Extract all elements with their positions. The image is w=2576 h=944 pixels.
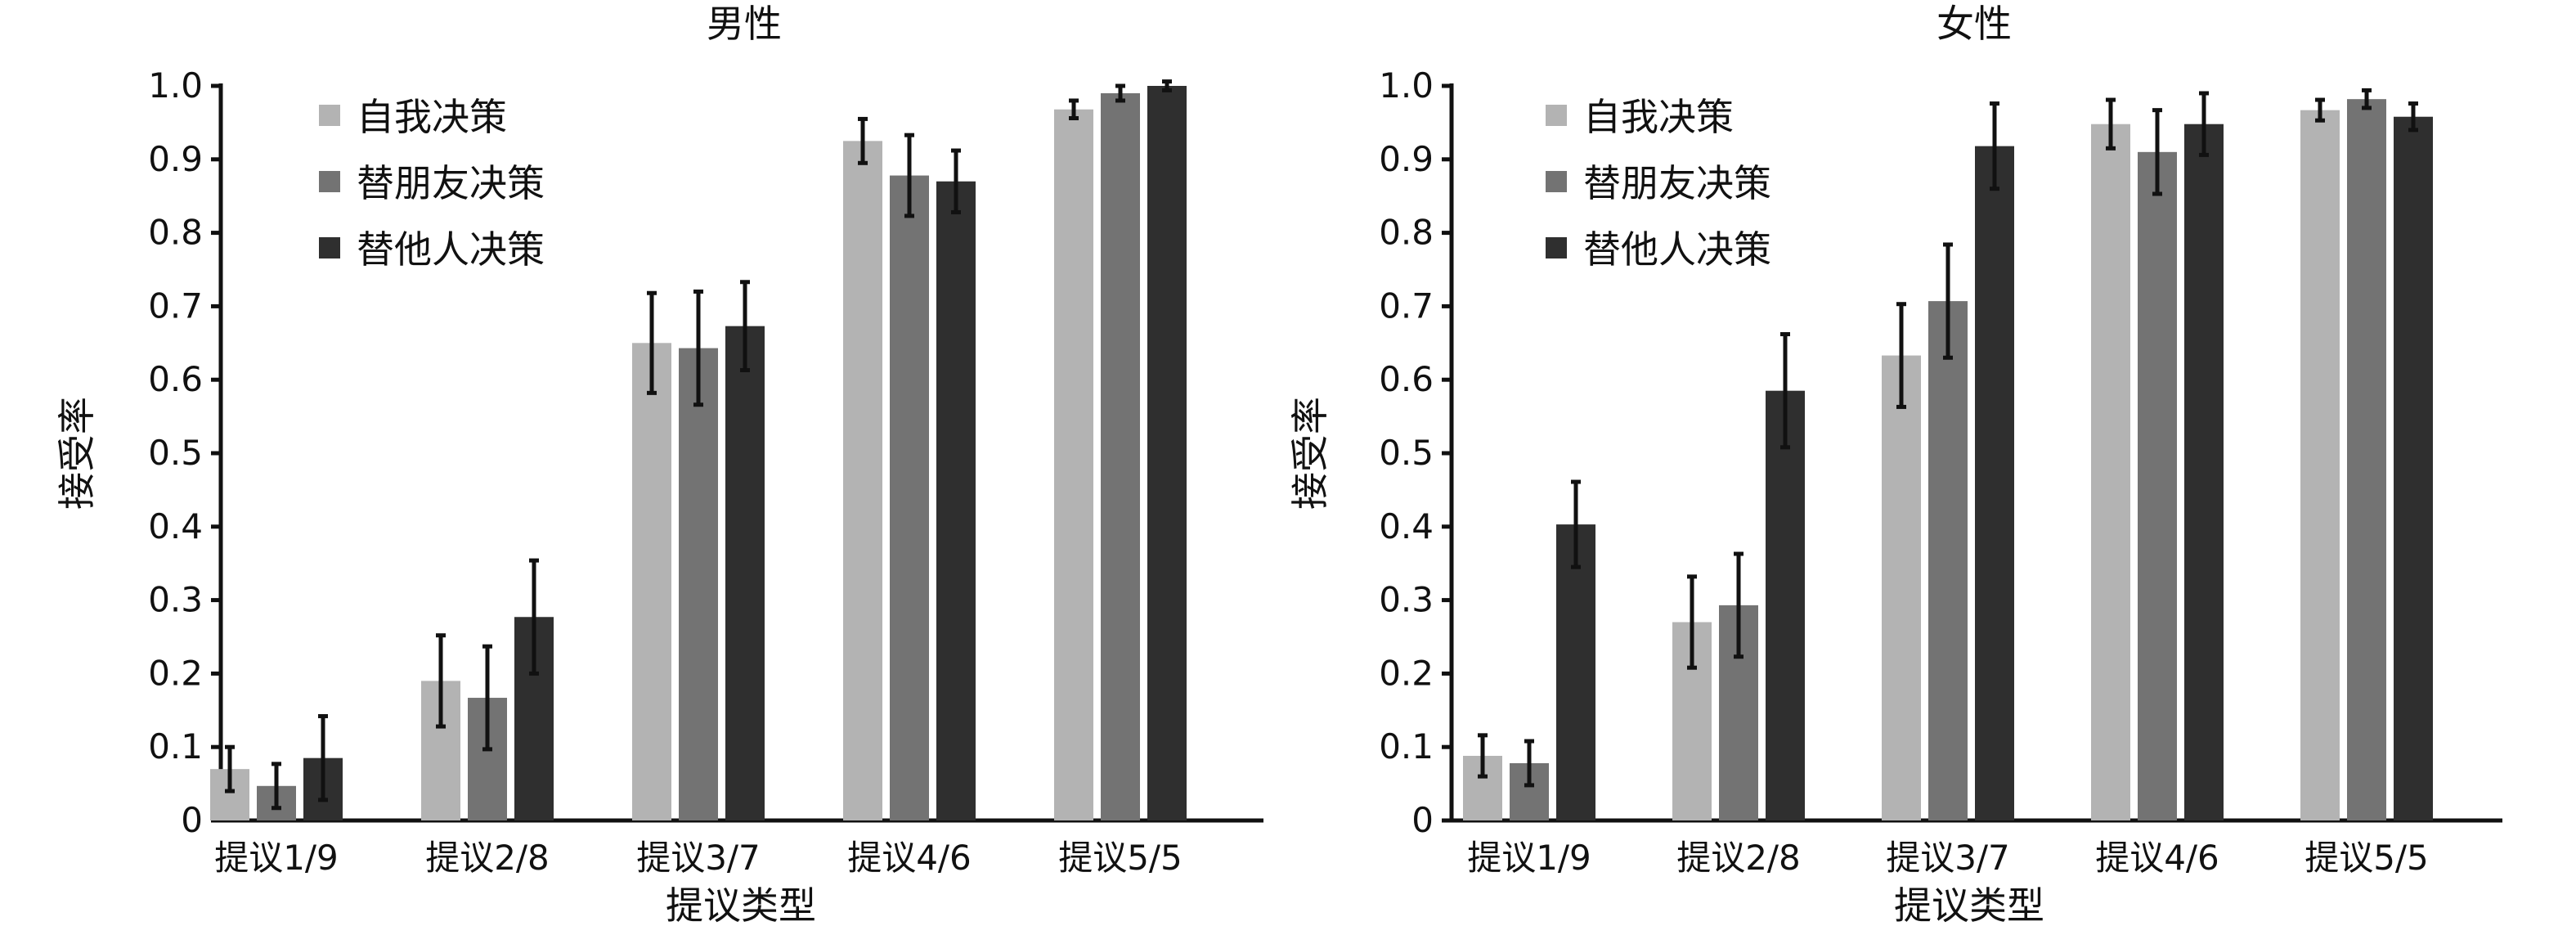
- y-tick-label: 0.3: [1379, 580, 1434, 620]
- bar-friend: [890, 175, 929, 820]
- legend-label: 替朋友决策: [1583, 161, 1771, 205]
- x-tick-label: 提议3/7: [1886, 838, 2010, 878]
- bar-self: [1882, 355, 1921, 820]
- legend-swatch-self: [1546, 105, 1567, 126]
- bar-self: [2091, 124, 2130, 821]
- y-tick-label: 0.2: [1379, 653, 1434, 693]
- x-tick-label: 提议2/8: [425, 838, 550, 878]
- y-axis-label: 接受率: [1288, 397, 1332, 510]
- y-tick-label: 0.5: [1379, 433, 1434, 473]
- x-tick-label: 提议1/9: [1467, 838, 1591, 878]
- legend-label: 替朋友决策: [357, 161, 545, 205]
- bar-friend: [2347, 99, 2386, 820]
- bar-self: [632, 343, 671, 820]
- x-tick-label: 提议1/9: [214, 838, 339, 878]
- x-tick-label: 提议2/8: [1676, 838, 1801, 878]
- x-axis-label: 提议类型: [1894, 883, 2044, 928]
- bar-other: [936, 181, 976, 821]
- y-tick-label: 0.9: [148, 139, 203, 179]
- x-tick-label: 提议5/5: [1058, 838, 1183, 878]
- y-tick-label: 0.8: [148, 213, 203, 253]
- legend-swatch-other: [319, 237, 340, 258]
- bar-other: [1766, 390, 1805, 820]
- legend-label: 替他人决策: [357, 227, 545, 272]
- y-tick-label: 0.9: [1379, 139, 1434, 179]
- y-tick-label: 0.6: [1379, 359, 1434, 399]
- bar-friend: [1101, 92, 1140, 821]
- legend-swatch-friend: [319, 171, 340, 192]
- chart-title: 男性: [707, 2, 782, 46]
- x-tick-label: 提议3/7: [636, 838, 761, 878]
- bar-friend: [2138, 151, 2177, 820]
- legend-label: 替他人决策: [1583, 227, 1771, 272]
- y-tick-label: 0.1: [148, 726, 203, 766]
- y-axis-label: 接受率: [55, 397, 99, 510]
- bar-friend: [679, 348, 718, 820]
- y-tick-label: 0.4: [1379, 506, 1434, 546]
- y-tick-label: 0.3: [148, 580, 203, 620]
- x-tick-label: 提议4/6: [2095, 838, 2219, 878]
- bar-other: [2394, 116, 2433, 820]
- bar-other: [1147, 86, 1187, 820]
- y-tick-label: 0.7: [148, 285, 203, 326]
- legend-label: 自我决策: [357, 95, 507, 139]
- y-tick-label: 1.0: [1379, 65, 1434, 106]
- y-tick-label: 0.4: [148, 506, 203, 546]
- bar-other: [725, 326, 765, 820]
- legend-swatch-friend: [1546, 171, 1567, 192]
- chart-title: 女性: [1936, 2, 2012, 46]
- y-tick-label: 0.2: [148, 653, 203, 693]
- legend-label: 自我决策: [1583, 95, 1734, 139]
- y-tick-label: 0.8: [1379, 213, 1434, 253]
- bar-friend: [1928, 301, 1968, 820]
- y-tick-label: 0.1: [1379, 726, 1434, 766]
- y-tick-label: 0: [181, 800, 203, 840]
- legend-swatch-self: [319, 105, 340, 126]
- y-tick-label: 0.5: [148, 433, 203, 473]
- bar-other: [1556, 524, 1595, 820]
- x-tick-label: 提议5/5: [2304, 838, 2429, 878]
- y-tick-label: 1.0: [148, 65, 203, 106]
- x-tick-label: 提议4/6: [847, 838, 972, 878]
- y-tick-label: 0.7: [1379, 285, 1434, 326]
- bar-other: [1975, 146, 2014, 821]
- y-tick-label: 0: [1411, 800, 1434, 840]
- bar-self: [1054, 109, 1093, 821]
- bar-self: [2300, 110, 2340, 820]
- y-tick-label: 0.6: [148, 359, 203, 399]
- legend-swatch-other: [1546, 237, 1567, 258]
- bar-self: [843, 141, 882, 821]
- x-axis-label: 提议类型: [666, 883, 816, 928]
- bar-other: [2184, 124, 2224, 821]
